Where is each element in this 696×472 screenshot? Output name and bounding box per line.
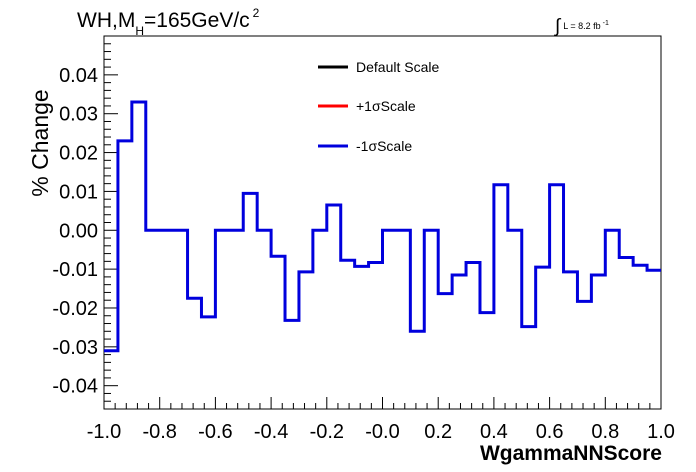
x-tick-label: -0.8 — [142, 421, 176, 443]
y-axis-label: % Change — [27, 89, 53, 196]
integral-symbol: ∫ — [554, 16, 562, 37]
x-axis-label: WgammaNNScore — [480, 442, 662, 465]
title-subscript: H — [135, 24, 144, 38]
x-tick-label: -0.2 — [310, 421, 344, 443]
y-tick-label: 0.02 — [59, 143, 98, 165]
y-tick-label: -0.02 — [52, 298, 98, 320]
luminosity-exponent: -1 — [603, 20, 609, 27]
legend-label-default: Default Scale — [356, 59, 439, 75]
luminosity-label: ∫ L = 8.2 fb -1 — [554, 16, 609, 37]
x-tick-label: -0.4 — [254, 421, 288, 443]
y-tick-label: 0.03 — [59, 104, 98, 126]
y-tick-label: 0.01 — [59, 181, 98, 203]
x-tick-label: 0.2 — [424, 421, 452, 443]
luminosity-text: L = 8.2 fb — [563, 21, 600, 31]
x-tick-label: -0.6 — [198, 421, 232, 443]
legend-label-plus: +1σScale — [356, 98, 416, 114]
y-tick-label: -0.03 — [52, 337, 98, 359]
y-tick-label: -0.01 — [52, 259, 98, 281]
title-rest: =165GeV/c — [144, 9, 250, 32]
title-superscript: 2 — [253, 6, 260, 20]
y-tick-label: 0.04 — [59, 65, 98, 87]
chart-title: WH,MH=165GeV/c 2 — [77, 6, 260, 38]
x-tick-label: 0.6 — [536, 421, 564, 443]
series-line — [104, 100, 661, 353]
x-tick-label: 1.0 — [647, 421, 675, 443]
x-tick-label: 0.8 — [591, 421, 619, 443]
legend: Default Scale +1σScale -1σScale — [318, 59, 439, 154]
x-tick-label: -1.0 — [87, 421, 121, 443]
legend-label-minus: -1σScale — [356, 138, 412, 154]
x-tick-label: 0.4 — [480, 421, 508, 443]
x-tick-label: -0.0 — [365, 421, 399, 443]
axes: -0.04 -0.03 -0.02 -0.01 0.00 0.01 0.02 0.03 0.04… — [52, 35, 675, 443]
title-main: WH,M — [77, 9, 135, 32]
y-tick-label: 0.00 — [59, 220, 98, 242]
y-tick-label: -0.04 — [52, 376, 98, 398]
histogram-series — [104, 100, 661, 353]
